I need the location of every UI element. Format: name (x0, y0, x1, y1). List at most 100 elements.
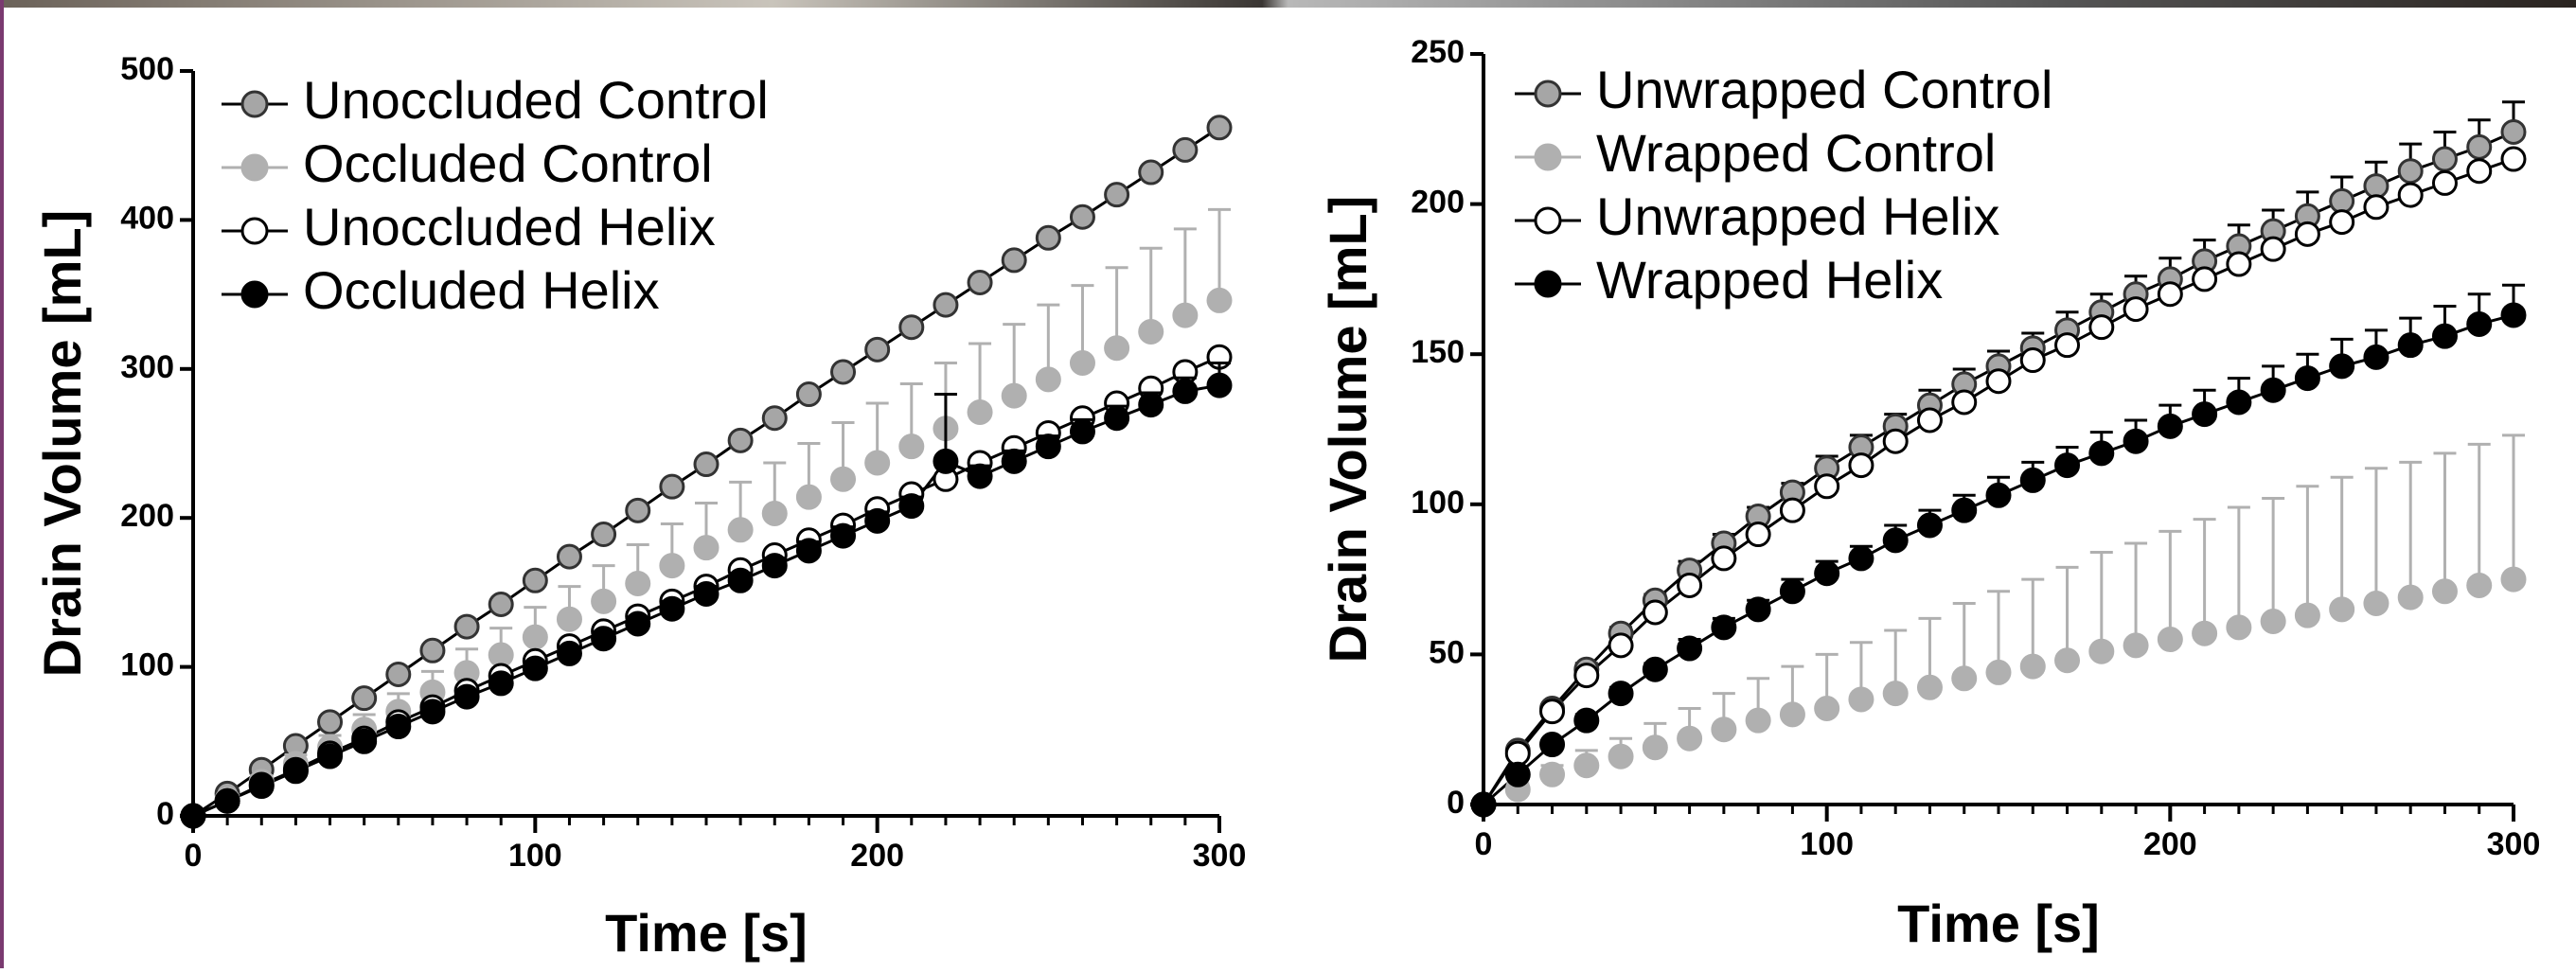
legend-label: Unwrapped Helix (1596, 186, 1999, 246)
legend-marker (1534, 270, 1562, 298)
data-point (1001, 382, 1027, 409)
data-point (282, 758, 309, 785)
y-tick-label: 250 (1411, 34, 1465, 70)
y-tick-label: 0 (1447, 785, 1465, 821)
data-point (2157, 627, 2183, 653)
data-point (2226, 251, 2252, 277)
data-point (2192, 620, 2218, 646)
data-point (591, 588, 617, 614)
data-point (2088, 314, 2115, 341)
y-tick-label: 400 (120, 200, 174, 236)
y-tick-label: 0 (156, 796, 174, 832)
data-point (419, 637, 446, 663)
legend-marker (240, 217, 269, 245)
data-point (2500, 146, 2527, 172)
data-point (2500, 118, 2527, 145)
data-point (1504, 740, 1531, 767)
data-point (2088, 638, 2115, 664)
y-tick-label: 50 (1429, 634, 1465, 670)
data-point (795, 484, 822, 510)
data-point (556, 640, 582, 666)
data-point (1138, 159, 1164, 186)
data-point (2054, 332, 2081, 359)
data-point (2397, 158, 2424, 185)
data-point (625, 570, 651, 596)
left-border (0, 0, 4, 968)
data-point (1104, 182, 1130, 208)
data-point (1539, 699, 1566, 725)
data-point (2466, 310, 2493, 337)
data-point (2431, 323, 2458, 349)
data-point (1035, 366, 1061, 393)
legend-marker (240, 153, 269, 182)
data-point (1608, 743, 1634, 770)
data-point (2397, 584, 2424, 610)
data-point (1882, 428, 1909, 454)
data-point (1642, 599, 1668, 626)
data-point (967, 398, 993, 425)
data-point (967, 463, 993, 489)
data-point (385, 714, 412, 740)
data-point (830, 466, 857, 492)
y-tick-label: 200 (1411, 185, 1465, 221)
data-point (556, 543, 582, 570)
data-point (1779, 701, 1805, 728)
data-point (761, 500, 788, 526)
data-point (1677, 635, 1703, 662)
data-point (2123, 296, 2149, 323)
data-point (1608, 681, 1634, 707)
legend-label: Unoccluded Helix (303, 197, 716, 257)
data-point (1779, 578, 1805, 605)
error-bar (1071, 284, 1094, 363)
data-point (2260, 609, 2286, 635)
top-strip (0, 0, 2576, 8)
data-point (2054, 452, 2081, 479)
error-bar (2364, 467, 2388, 604)
data-point (488, 642, 514, 668)
legend-label: Occluded Control (303, 133, 713, 193)
data-point (2431, 578, 2458, 605)
data-point (1104, 335, 1130, 362)
data-point (2363, 344, 2389, 370)
data-point (2294, 365, 2320, 392)
data-point (1001, 448, 1027, 474)
data-point (795, 538, 822, 564)
error-bar (2159, 529, 2182, 640)
data-point (727, 567, 754, 593)
data-point (625, 610, 651, 637)
data-point (2088, 440, 2115, 467)
data-point (1104, 405, 1130, 432)
data-point (864, 336, 891, 363)
data-point (864, 507, 891, 534)
data-point (727, 517, 754, 543)
data-point (898, 433, 925, 460)
data-point (351, 728, 378, 754)
legend-label: Wrapped Helix (1596, 250, 1943, 310)
data-point (2363, 590, 2389, 616)
data-point (1206, 287, 1233, 313)
data-point (1848, 452, 1874, 479)
data-point (2466, 158, 2493, 185)
data-point (2192, 266, 2218, 292)
data-point (522, 655, 548, 681)
data-point (2466, 572, 2493, 598)
y-tick-label: 500 (120, 51, 174, 87)
legend-label: Unwrapped Control (1596, 60, 2052, 119)
data-point (898, 314, 925, 341)
y-tick-label: 100 (1411, 485, 1465, 521)
y-tick-label: 200 (120, 498, 174, 534)
data-point (727, 427, 754, 453)
data-point (625, 497, 651, 523)
data-point (1916, 674, 1943, 700)
data-point (2123, 428, 2149, 454)
error-bar (2467, 442, 2491, 586)
data-point (1745, 707, 1771, 734)
data-point (2329, 596, 2355, 623)
data-point (2431, 146, 2458, 172)
data-point (2466, 133, 2493, 160)
data-point (1814, 695, 1840, 721)
y-axis-label: Drain Volume [mL] (32, 210, 92, 678)
x-tick-label: 0 (1475, 826, 1493, 862)
data-point (2157, 281, 2183, 308)
